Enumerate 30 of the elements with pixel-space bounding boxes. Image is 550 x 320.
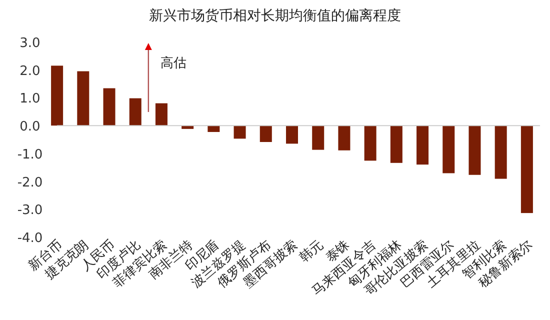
bar bbox=[442, 126, 455, 174]
bar bbox=[260, 126, 272, 142]
bar bbox=[390, 126, 402, 163]
annotation: 高估 bbox=[160, 55, 186, 71]
bar bbox=[182, 126, 194, 129]
y-tick-label: -4.0 bbox=[17, 231, 43, 246]
y-tick-label: 3.0 bbox=[20, 36, 40, 51]
bar bbox=[208, 126, 220, 132]
chart-title: 新兴市场货币相对长期均衡值的偏离程度 bbox=[149, 8, 401, 24]
y-tick-label: -3.0 bbox=[17, 203, 43, 218]
bar bbox=[286, 126, 298, 144]
y-tick-label: 2.0 bbox=[20, 64, 40, 79]
y-tick-label: 0.0 bbox=[20, 120, 40, 135]
bar bbox=[129, 98, 142, 126]
bar bbox=[51, 66, 64, 126]
bar bbox=[103, 88, 116, 126]
bar bbox=[338, 126, 350, 150]
bar bbox=[468, 126, 481, 175]
bar bbox=[234, 126, 246, 139]
bar bbox=[364, 126, 376, 161]
bar bbox=[494, 126, 507, 179]
bar bbox=[312, 126, 324, 150]
bar bbox=[520, 126, 533, 214]
y-tick-label: -2.0 bbox=[17, 175, 43, 190]
bar bbox=[416, 126, 429, 165]
bar bbox=[155, 103, 168, 126]
y-tick-label: 1.0 bbox=[20, 92, 40, 107]
y-tick-label: -1.0 bbox=[17, 147, 43, 162]
x-tick-label: 韩元 bbox=[297, 238, 327, 266]
bar bbox=[77, 71, 90, 126]
